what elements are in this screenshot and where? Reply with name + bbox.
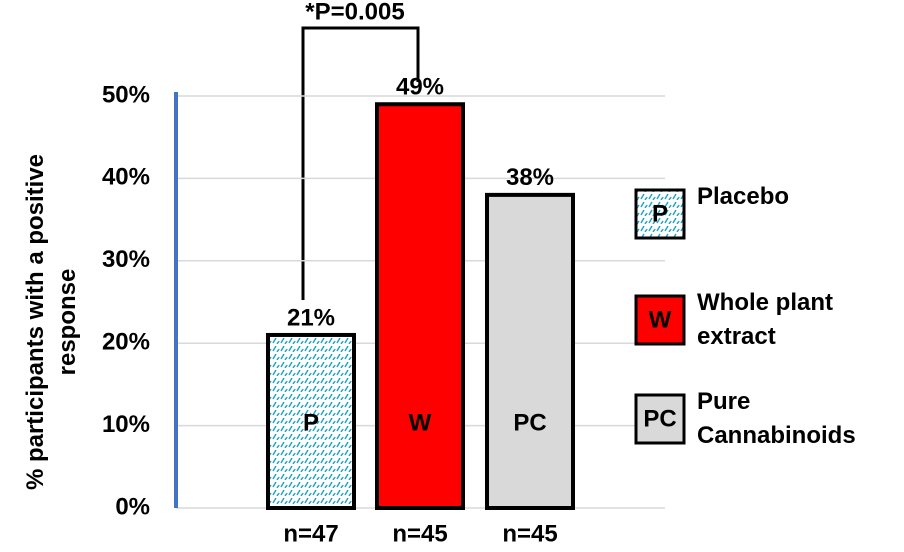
legend-swatch bbox=[634, 188, 686, 240]
bar-letter: PC bbox=[513, 409, 546, 436]
value-label: 21% bbox=[287, 304, 335, 331]
y-tick-label: 30% bbox=[102, 246, 150, 273]
bar bbox=[485, 192, 575, 510]
bar-letter: W bbox=[409, 409, 432, 436]
legend-label: Whole plant extract bbox=[697, 289, 833, 350]
x-tick-label: n=45 bbox=[502, 520, 557, 547]
bar-letter: P bbox=[303, 409, 319, 436]
y-tick-label: 10% bbox=[102, 411, 150, 438]
y-tick-label: 0% bbox=[115, 493, 150, 520]
legend-letter: P bbox=[652, 200, 668, 227]
annotation: *P=0.005 bbox=[305, 0, 404, 25]
legend-label: Pure Cannabinoids bbox=[697, 388, 856, 449]
y-tick-label: 50% bbox=[102, 81, 150, 108]
legend-label: Placebo bbox=[697, 183, 790, 210]
legend-letter: W bbox=[649, 306, 672, 333]
bar bbox=[266, 332, 356, 510]
legend-swatch bbox=[634, 393, 686, 445]
bar bbox=[375, 102, 465, 511]
value-label: 49% bbox=[396, 74, 444, 101]
x-tick-label: n=45 bbox=[392, 520, 447, 547]
legend-letter: PC bbox=[643, 405, 676, 432]
y-tick-label: 40% bbox=[102, 164, 150, 191]
legend-swatch bbox=[634, 294, 686, 346]
y-tick-label: 20% bbox=[102, 329, 150, 356]
significance-bracket bbox=[301, 26, 420, 300]
x-tick-label: n=47 bbox=[283, 520, 338, 547]
value-label: 38% bbox=[506, 164, 554, 191]
y-axis-label: % participants with a positive response bbox=[22, 153, 81, 491]
